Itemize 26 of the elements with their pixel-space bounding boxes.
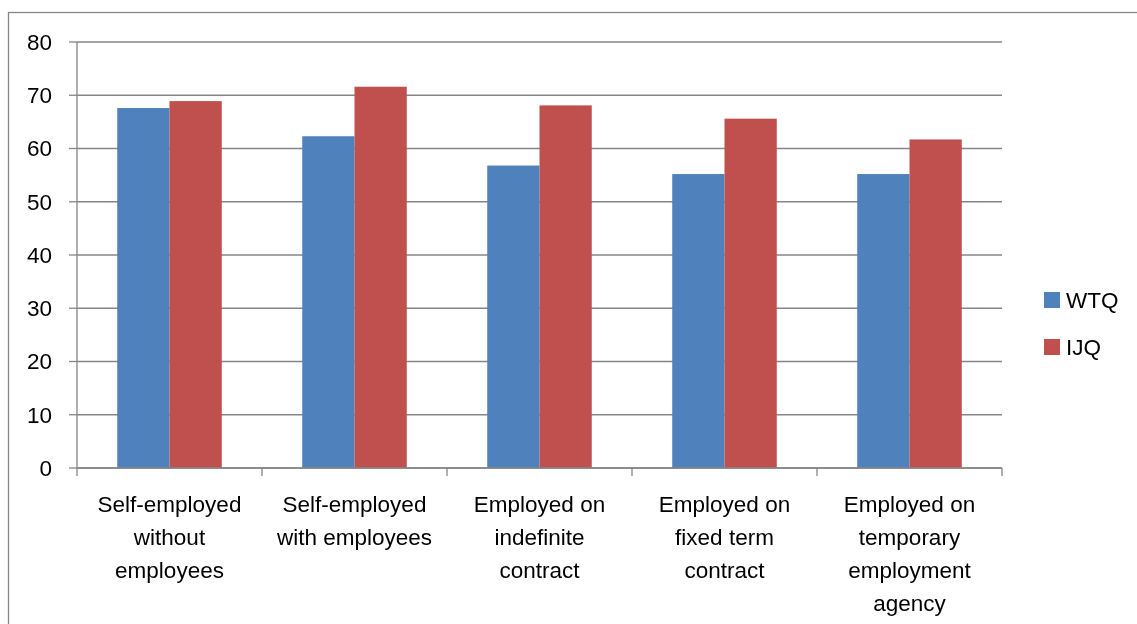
legend-label: WTQ <box>1066 287 1119 313</box>
y-tick-label: 60 <box>26 136 52 162</box>
y-tick-label: 10 <box>26 402 52 428</box>
bar <box>354 86 407 468</box>
bar <box>539 105 592 468</box>
y-tick-label: 40 <box>26 242 52 268</box>
y-tick-label: 70 <box>26 83 52 109</box>
y-tick-label: 30 <box>26 296 52 322</box>
y-tick-label: 80 <box>26 29 52 55</box>
bar <box>117 108 170 468</box>
y-tick-label: 0 <box>39 455 52 481</box>
y-tick-label: 20 <box>26 349 52 375</box>
x-tick-label: Employed on fixed term contract <box>658 492 791 583</box>
y-tick-label: 50 <box>26 189 52 215</box>
x-tick-label: Self-employed without employees <box>97 492 242 583</box>
bar <box>487 165 540 468</box>
bar <box>672 174 725 468</box>
bar <box>724 118 777 468</box>
bar <box>909 139 962 468</box>
bar <box>302 136 355 468</box>
x-tick-label: Employed on temporary employment agency <box>843 492 976 616</box>
bar <box>169 101 222 468</box>
legend-label: IJQ <box>1066 334 1102 360</box>
x-tick-label: Employed on indefinite contract <box>473 492 606 583</box>
x-tick-label: Self-employed with employees <box>275 492 433 550</box>
bar <box>857 174 910 468</box>
